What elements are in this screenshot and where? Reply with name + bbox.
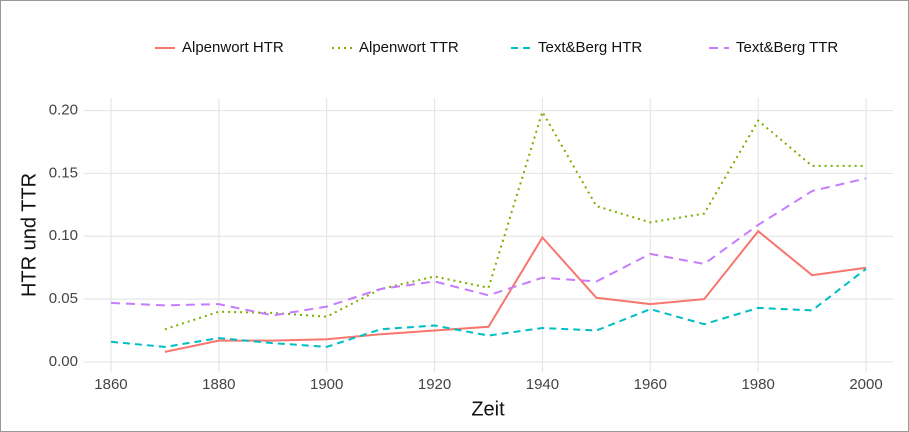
x-tick-label: 1960	[634, 376, 667, 393]
x-tick-label: 1900	[310, 376, 343, 393]
x-axis-title: Zeit	[471, 398, 505, 420]
legend-label: Text&Berg HTR	[538, 39, 642, 56]
x-tick-label: 2000	[849, 376, 882, 393]
legend-label: Alpenwort TTR	[359, 39, 459, 56]
y-tick-label: 0.10	[49, 227, 78, 244]
series-line	[164, 229, 867, 353]
x-tick-label: 1940	[526, 376, 559, 393]
x-tick-label: 1980	[741, 376, 774, 393]
series-line	[110, 177, 867, 317]
y-tick-label: 0.20	[49, 102, 78, 119]
y-tick-label: 0.05	[49, 290, 78, 307]
y-tick-label: 0.15	[49, 164, 78, 181]
series-line	[110, 268, 867, 348]
legend-label: Text&Berg TTR	[736, 39, 838, 56]
series-line	[164, 109, 866, 331]
legend-label: Alpenwort HTR	[182, 39, 284, 56]
y-tick-label: 0.00	[49, 353, 78, 370]
x-tick-label: 1920	[418, 376, 451, 393]
x-tick-label: 1860	[94, 376, 127, 393]
x-tick-label: 1880	[202, 376, 235, 393]
y-axis-title: HTR und TTR	[18, 173, 40, 297]
